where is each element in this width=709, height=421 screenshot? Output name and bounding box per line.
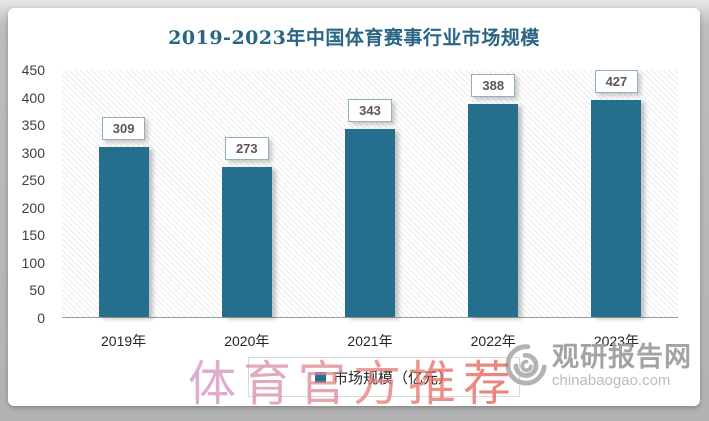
y-tick-label: 0 (37, 310, 45, 326)
bar-group-2019年: 309 (62, 70, 185, 317)
x-tick-label: 2019年 (101, 333, 147, 349)
x-tick-label: 2020年 (224, 333, 270, 349)
y-tick-label: 200 (21, 199, 45, 216)
y-tick-label: 300 (21, 144, 45, 161)
y-tick-label: 350 (21, 117, 45, 134)
x-axis-labels: 2019年 2020年 2021年 2022年 2023年 (62, 319, 678, 351)
y-axis: 0 50 100 150 200 250 300 350 400 450 (8, 62, 54, 326)
bar-group-2023年: 427 (555, 70, 678, 317)
bar (345, 128, 395, 317)
logo-site-name: 观研报告网 (552, 342, 692, 372)
value-label: 388 (471, 74, 516, 98)
y-tick-label: 100 (21, 254, 45, 271)
value-label: 343 (348, 98, 392, 122)
x-tick-label: 2022年 (470, 333, 516, 349)
y-tick-label: 400 (21, 89, 45, 106)
site-logo: 观研报告网 chinabaogao.com (503, 342, 692, 389)
bar (468, 104, 519, 317)
bar (591, 100, 642, 317)
legend: 市场规模（亿元） (248, 357, 520, 397)
bar-group-2020年: 273 (185, 70, 308, 317)
logo-site-url: chinabaogao.com (552, 372, 671, 389)
x-tick-label: 2021年 (347, 333, 393, 349)
plot-area: 309 273 343 388 427 (62, 70, 678, 318)
chart-title: 2019-2023年中国体育赛事行业市场规模 (168, 27, 540, 49)
swirl-logo-icon (505, 344, 547, 386)
legend-marker-icon (314, 371, 326, 383)
bar (221, 167, 272, 317)
x-tick-label: 2023年 (593, 333, 639, 349)
y-tick-label: 450 (21, 62, 45, 78)
value-label: 273 (224, 137, 269, 161)
y-tick-label: 50 (29, 282, 45, 299)
bar (98, 147, 149, 317)
legend-label: 市场规模（亿元） (332, 369, 453, 387)
chart-card: 2019-2023年中国体育赛事行业市场规模 0 50 100 150 200 250 30… (8, 8, 700, 412)
bar-group-2021年: 343 (308, 70, 431, 317)
bar-group-2022年: 388 (432, 70, 555, 317)
y-tick-label: 150 (21, 227, 45, 244)
y-tick-label: 250 (21, 172, 45, 189)
value-label: 427 (594, 70, 639, 93)
value-label: 309 (101, 117, 146, 141)
